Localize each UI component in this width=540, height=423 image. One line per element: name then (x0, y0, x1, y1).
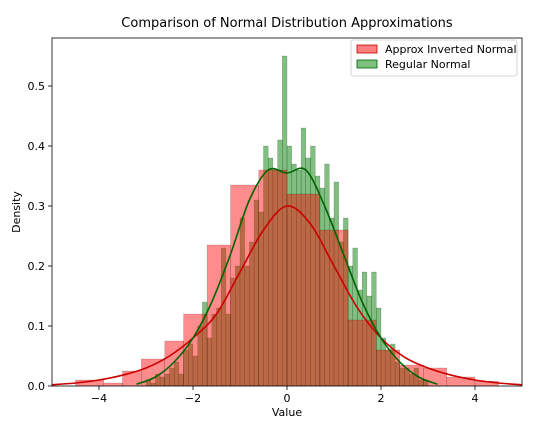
chart-title: Comparison of Normal Distribution Approx… (121, 16, 453, 31)
y-tick-label: 0.5 (28, 80, 46, 93)
histogram-bar-approx-inverted-normal (206, 244, 231, 386)
legend: Approx Inverted Normal Regular Normal (350, 39, 518, 77)
histogram-bar-regular-normal (225, 313, 231, 386)
x-axis-ticks: −4 −2 0 2 4 (91, 386, 479, 405)
legend-box (350, 39, 518, 77)
legend-swatch-regular-normal (356, 59, 378, 69)
histogram-bar-approx-inverted-normal (230, 184, 260, 386)
x-tick-label: 4 (472, 392, 479, 405)
histogram-bar-regular-normal (249, 241, 255, 386)
histogram-bar-regular-normal (155, 373, 161, 386)
histogram-bar-regular-normal (202, 301, 208, 386)
histogram-bar-approx-inverted-normal (141, 358, 166, 386)
histogram-bar-approx-inverted-normal (347, 319, 377, 386)
y-tick-label: 0.3 (28, 200, 46, 213)
x-tick-label: −2 (185, 392, 201, 405)
histogram-bar-approx-inverted-normal (376, 349, 400, 386)
y-axis-label: Density (10, 191, 23, 233)
legend-label-regular-normal: Regular Normal (385, 58, 471, 71)
y-tick-label: 0.1 (28, 320, 46, 333)
legend-label-approx-inverted-normal: Approx Inverted Normal (385, 43, 517, 56)
plot-area (51, 37, 523, 387)
y-tick-label: 0.0 (28, 380, 46, 393)
histogram-bar-approx-inverted-normal (446, 376, 476, 386)
kde-line-regular-normal (136, 167, 438, 385)
x-axis-label: Value (272, 406, 302, 419)
histogram-bar-approx-inverted-normal (258, 169, 288, 386)
x-tick-label: −4 (91, 392, 107, 405)
histogram-bar-approx-inverted-normal (164, 340, 184, 386)
histogram-approx-inverted-normal (75, 169, 499, 386)
histogram-bar-approx-inverted-normal (103, 382, 123, 386)
histogram-bar-approx-inverted-normal (183, 313, 208, 386)
y-tick-label: 0.4 (28, 140, 46, 153)
histogram-regular-normal (145, 55, 429, 386)
x-tick-label: 2 (378, 392, 385, 405)
x-tick-label: 0 (284, 392, 291, 405)
histogram-bar-approx-inverted-normal (286, 193, 321, 386)
histogram-bar-approx-inverted-normal (399, 364, 424, 386)
y-tick-label: 0.2 (28, 260, 46, 273)
legend-swatch-approx-inverted-normal (356, 44, 378, 54)
histogram-bar-regular-normal (178, 373, 184, 386)
y-axis-ticks: 0.0 0.1 0.2 0.3 0.4 0.5 (28, 80, 52, 393)
kde-line-approx-inverted-normal (52, 205, 522, 386)
